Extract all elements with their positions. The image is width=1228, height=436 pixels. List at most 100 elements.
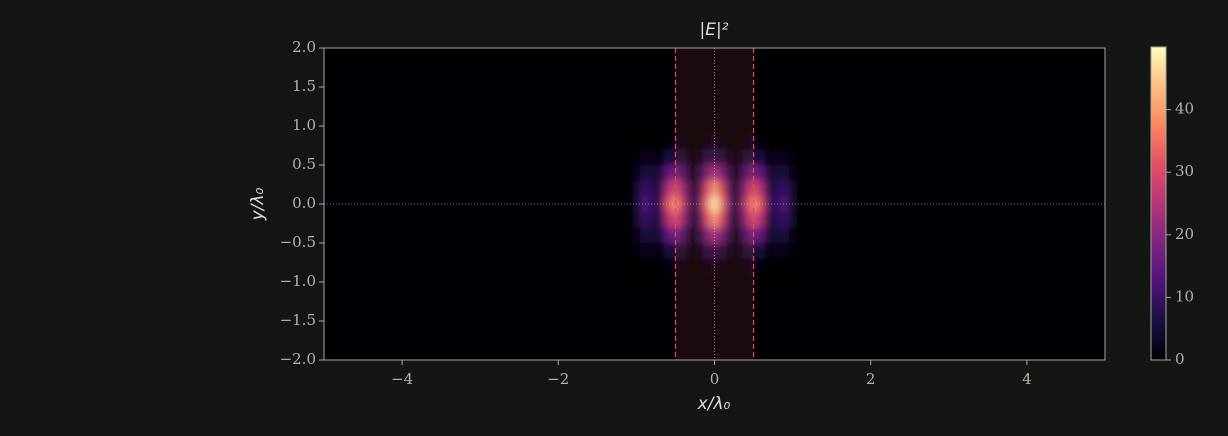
- y-tick-label: 0.5: [292, 155, 316, 173]
- y-tick-label: 2.0: [292, 38, 316, 56]
- heatmap-cell: [757, 227, 766, 244]
- heatmap-cell: [671, 165, 680, 182]
- x-tick-label: 4: [1022, 370, 1032, 388]
- heatmap-cell: [788, 243, 798, 260]
- heatmap-cell: [632, 211, 641, 228]
- heatmap-cell: [648, 180, 657, 197]
- heatmap-cell: [780, 180, 790, 197]
- heatmap-cell: [640, 133, 649, 150]
- heatmap-cell: [663, 211, 673, 228]
- heatmap-cell: [773, 149, 782, 166]
- heatmap-cell: [679, 227, 688, 244]
- heatmap-cell: [788, 211, 798, 228]
- heatmap-cell: [734, 227, 743, 244]
- heatmap-cell: [710, 180, 719, 197]
- heatmap-cell: [726, 227, 735, 244]
- heatmap-cell: [734, 180, 743, 197]
- heatmap-cell: [702, 165, 712, 182]
- heatmap-cell: [679, 258, 688, 275]
- heatmap-cell: [671, 133, 680, 150]
- heatmap-cell: [710, 149, 719, 166]
- colorbar-tick-label: 10: [1175, 287, 1194, 305]
- x-axis-label: x/λ₀: [697, 394, 731, 414]
- heatmap-cell: [702, 196, 712, 213]
- heatmap-cell: [718, 196, 727, 213]
- heatmap-cell: [687, 180, 696, 197]
- heatmap-cell: [757, 196, 766, 213]
- heatmap-cell: [780, 211, 790, 228]
- heatmap-cell: [773, 211, 782, 228]
- heatmap-cell: [734, 211, 743, 228]
- heatmap-cell: [702, 211, 712, 228]
- heatmap-cell: [632, 243, 641, 260]
- heatmap-cell: [749, 165, 758, 182]
- heatmap-cell: [718, 165, 727, 182]
- heatmap-cell: [679, 149, 688, 166]
- y-tick-label: −2.0: [280, 350, 316, 368]
- heatmap-cell: [788, 227, 798, 244]
- heatmap-cell: [655, 180, 665, 197]
- heatmap-cell: [655, 227, 665, 244]
- y-tick-label: −1.5: [280, 311, 316, 329]
- heatmap-cell: [718, 227, 727, 244]
- heatmap-cell: [679, 133, 688, 150]
- x-tick-label: 2: [866, 370, 876, 388]
- heatmap-cell: [702, 258, 712, 275]
- heatmap-cell: [765, 133, 774, 150]
- heatmap-cell: [632, 133, 641, 150]
- y-tick-label: 0.0: [292, 194, 316, 212]
- heatmap-cell: [632, 149, 641, 166]
- heatmap-cell: [788, 180, 798, 197]
- heatmap-cell: [648, 227, 657, 244]
- heatmap-cell: [726, 180, 735, 197]
- heatmap-cell: [765, 165, 774, 182]
- heatmap-cell: [663, 149, 673, 166]
- heatmap-cell: [710, 165, 719, 182]
- heatmap-cell: [687, 243, 696, 260]
- heatmap-cell: [718, 149, 727, 166]
- heatmap-cell: [780, 165, 790, 182]
- chart-title: |E|²: [699, 20, 728, 40]
- x-tick-label: 0: [710, 370, 720, 388]
- heatmap-cell: [655, 165, 665, 182]
- heatmap-cell: [788, 258, 798, 275]
- heatmap-cell: [702, 133, 712, 150]
- heatmap-cell: [640, 243, 649, 260]
- heatmap-cell: [765, 180, 774, 197]
- heatmap-cell: [741, 165, 751, 182]
- heatmap-cell: [694, 165, 704, 182]
- colorbar-tick-label: 40: [1175, 100, 1194, 118]
- heatmap-cell: [663, 180, 673, 197]
- heatmap-cell: [734, 149, 743, 166]
- heatmap-cell: [741, 211, 751, 228]
- annotations: [324, 48, 1105, 360]
- heatmap-cell: [632, 258, 641, 275]
- heatmap-cell: [648, 258, 657, 275]
- heatmap-cell: [632, 180, 641, 197]
- heatmap-cell: [765, 227, 774, 244]
- heatmap-cell: [757, 243, 766, 260]
- heatmap-cell: [757, 133, 766, 150]
- heatmap-cell: [648, 149, 657, 166]
- heatmap-cell: [765, 211, 774, 228]
- x-tick-label: −2: [547, 370, 569, 388]
- heatmap-cell: [718, 243, 727, 260]
- heatmap-cell: [741, 243, 751, 260]
- heatmap-cell: [718, 211, 727, 228]
- heatmap-cell: [694, 133, 704, 150]
- colorbar-tick-label: 20: [1175, 225, 1194, 243]
- heatmap-cell: [710, 243, 719, 260]
- heatmap-cell: [757, 165, 766, 182]
- heatmap-cell: [780, 227, 790, 244]
- heatmap-cell: [726, 258, 735, 275]
- heatmap-cell: [679, 243, 688, 260]
- y-tick-label: −1.0: [280, 272, 316, 290]
- heatmap-cell: [741, 133, 751, 150]
- heatmap-cell: [663, 258, 673, 275]
- heatmap-cell: [663, 165, 673, 182]
- heatmap-cell: [780, 196, 790, 213]
- x-tick-label: −4: [391, 370, 413, 388]
- heatmap-cell: [773, 165, 782, 182]
- y-tick-label: −0.5: [280, 233, 316, 251]
